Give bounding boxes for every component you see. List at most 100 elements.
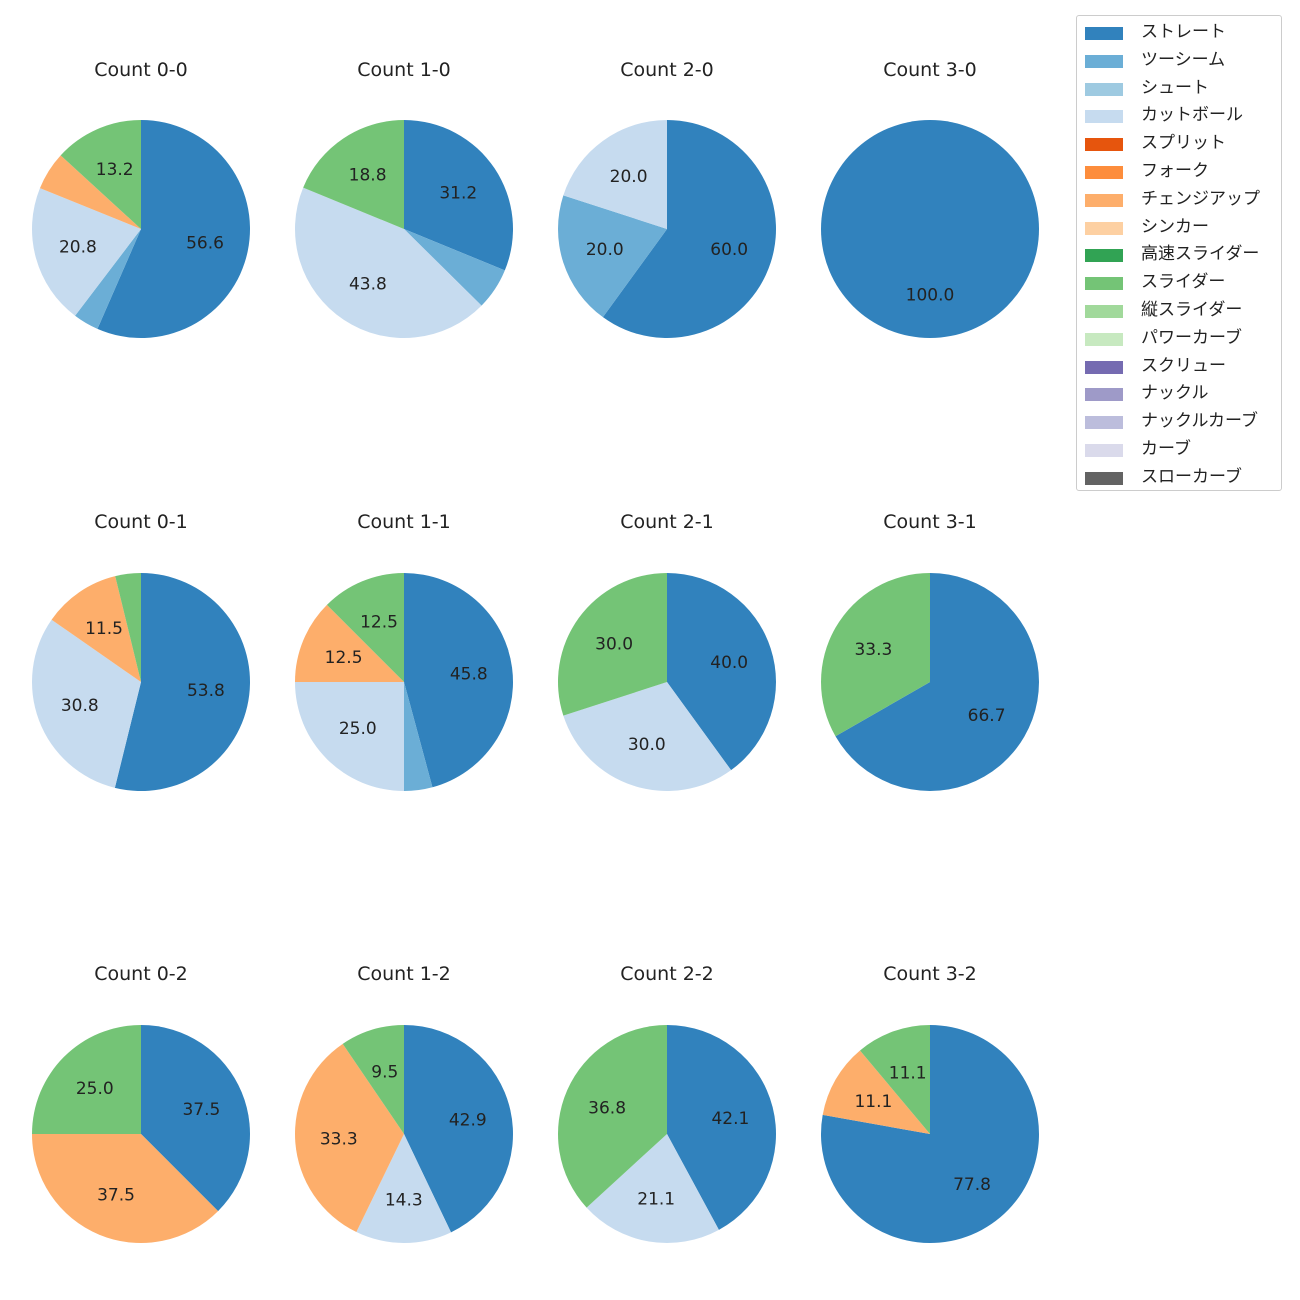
pie-title: Count 3-1	[883, 511, 977, 533]
pie-slice	[356, 1134, 452, 1243]
slice-label: 20.0	[586, 240, 624, 260]
pie-title: Count 1-0	[357, 59, 451, 81]
pie-slice	[602, 120, 776, 338]
pie-slice	[557, 195, 667, 318]
slice-label: 20.0	[610, 167, 648, 187]
slice-label: 42.1	[711, 1109, 749, 1129]
slice-label: 30.0	[628, 735, 666, 755]
legend-label: スライダー	[1141, 272, 1226, 293]
legend-item: スプリット	[1077, 129, 1281, 157]
pie-slice	[563, 120, 667, 229]
slice-label: 77.8	[953, 1175, 991, 1195]
pie-slice	[558, 572, 667, 716]
legend-swatch	[1085, 443, 1123, 457]
pie-slice	[586, 1134, 719, 1243]
slice-label: 21.1	[637, 1190, 675, 1210]
legend-item: 高速スライダー	[1077, 240, 1281, 268]
pie-slice	[404, 1025, 513, 1233]
pie-chart: Count 2-0 60.0 20.0 20.0	[557, 59, 776, 338]
slice-label: 43.8	[349, 275, 387, 295]
legend-swatch	[1085, 138, 1123, 152]
slice-label: 25.0	[76, 1079, 114, 1099]
slice-label: 30.8	[61, 696, 99, 716]
slice-label: 12.5	[325, 648, 363, 668]
legend-swatch	[1085, 193, 1123, 207]
legend-label: ストレート	[1141, 22, 1226, 42]
pie-slice	[51, 576, 142, 682]
pie-chart: Count 0-2 37.5 37.5 25.0	[31, 963, 250, 1244]
pie-slice	[822, 1050, 930, 1134]
slice-label: 42.9	[449, 1111, 487, 1131]
legend-item: フォーク	[1077, 157, 1281, 185]
slice-label: 37.5	[182, 1100, 220, 1120]
pie-slice	[404, 120, 513, 271]
legend-swatch	[1085, 304, 1123, 318]
slice-label: 20.8	[59, 237, 97, 257]
legend-label: ナックル	[1141, 383, 1209, 404]
pie-slice	[295, 682, 404, 791]
legend-label: 縦スライダー	[1141, 299, 1243, 320]
pie-slice	[667, 1025, 776, 1230]
pie-chart: Count 1-2 42.9 14.3 33.3 9.5	[295, 963, 513, 1243]
pie-slice	[835, 573, 1039, 791]
slice-label: 11.1	[889, 1064, 927, 1084]
legend-label: スプリット	[1141, 133, 1226, 154]
pie-slice	[32, 1025, 141, 1134]
slice-label: 11.1	[854, 1092, 892, 1112]
slice-label: 33.3	[320, 1130, 358, 1150]
slice-label: 25.0	[339, 719, 377, 739]
legend-swatch	[1085, 471, 1123, 485]
pie-title: Count 1-2	[357, 963, 451, 985]
legend-label: カーブ	[1141, 438, 1191, 459]
slice-label: 13.2	[96, 160, 134, 180]
pie-title: Count 2-0	[620, 59, 714, 81]
legend-label: フォーク	[1141, 160, 1209, 181]
pie-title: Count 2-2	[620, 963, 714, 985]
slice-label: 9.5	[371, 1063, 398, 1083]
pie-slice	[295, 604, 404, 682]
legend-swatch	[1085, 54, 1123, 68]
legend-item: ナックル	[1077, 379, 1281, 407]
legend-item: スライダー	[1077, 268, 1281, 296]
pie-slice	[114, 573, 251, 791]
pie-slice	[859, 1025, 930, 1134]
pie-chart: Count 2-1 40.0 30.0 30.0	[558, 511, 776, 792]
legend-swatch	[1085, 332, 1123, 346]
legend-label: 高速スライダー	[1141, 244, 1260, 265]
legend-label: カットボール	[1141, 105, 1243, 126]
slice-label: 33.3	[854, 640, 892, 660]
legend: ストレート ツーシーム シュート カットボール スプリット フォーク チェンジアップ シンカー…	[1076, 15, 1282, 491]
pie-slice	[667, 572, 776, 771]
legend-item: スローカーブ	[1077, 463, 1281, 491]
legend-item: パワーカーブ	[1077, 324, 1281, 352]
legend-item: チェンジアップ	[1077, 185, 1281, 213]
legend-item: 縦スライダー	[1077, 296, 1281, 324]
pie-slice	[31, 1134, 219, 1244]
slice-label: 66.7	[968, 706, 1006, 726]
pie-title: Count 0-1	[94, 511, 188, 533]
pie-title: Count 2-1	[620, 511, 714, 533]
pie-chart: Count 1-0 31.2 43.8 18.8	[295, 59, 513, 338]
legend-item: ストレート	[1077, 18, 1281, 46]
pie-chart: Count 2-2 42.1 21.1 36.8	[558, 963, 776, 1243]
legend-swatch	[1085, 110, 1123, 124]
slice-label: 100.0	[906, 285, 955, 305]
legend-item: スクリュー	[1077, 352, 1281, 380]
legend-label: シュート	[1141, 77, 1209, 98]
pie-chart: Count 1-1 45.8 25.0 12.5 12.5	[295, 511, 514, 791]
pie-title: Count 3-0	[883, 59, 977, 81]
legend-label: ナックルカーブ	[1141, 411, 1258, 432]
legend-item: カーブ	[1077, 435, 1281, 463]
legend-label: パワーカーブ	[1141, 327, 1242, 348]
pie-slice	[303, 119, 404, 229]
pie-title: Count 0-0	[94, 59, 188, 81]
legend-item: シュート	[1077, 74, 1281, 102]
legend-label: スクリュー	[1141, 355, 1226, 376]
slice-label: 40.0	[710, 653, 748, 673]
pie-slice	[141, 1025, 250, 1212]
legend-swatch	[1085, 360, 1123, 374]
pie-slice	[558, 1025, 667, 1208]
slice-label: 18.8	[349, 166, 387, 186]
pie-slice	[342, 1025, 404, 1134]
